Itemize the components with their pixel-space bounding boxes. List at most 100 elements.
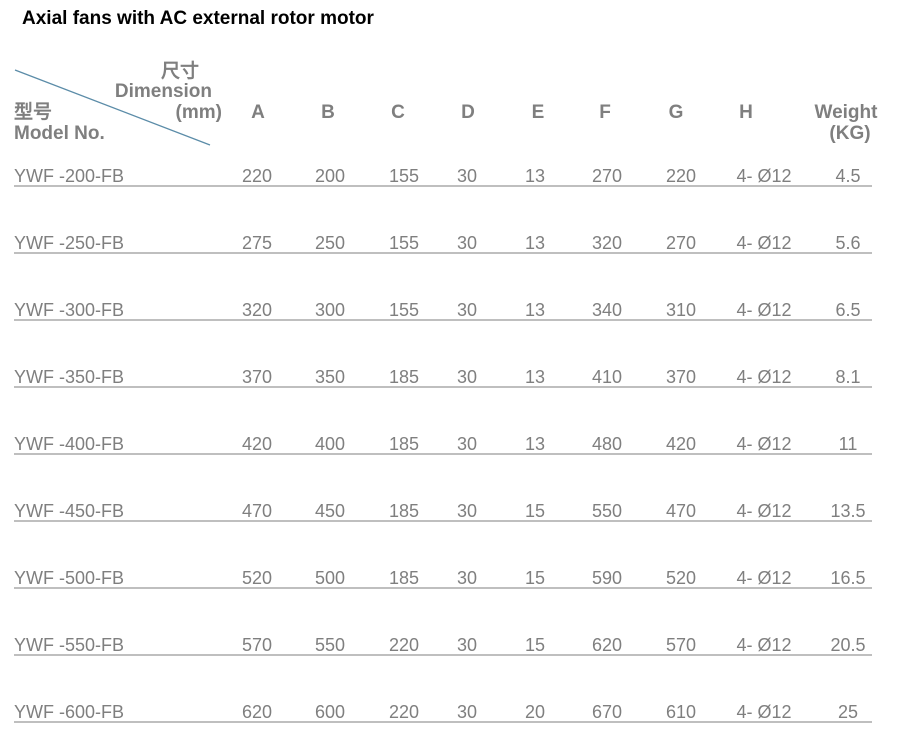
value-cell: 13	[525, 367, 545, 387]
value-cell: 30	[457, 233, 477, 253]
value-cell: 300	[315, 300, 345, 320]
value-cell: 520	[666, 568, 696, 588]
value-cell: 4- Ø12	[736, 233, 791, 253]
value-cell: 13	[525, 434, 545, 454]
value-cell: 15	[525, 501, 545, 521]
value-cell: 30	[457, 568, 477, 588]
value-cell: 220	[666, 166, 696, 186]
value-cell: 30	[457, 367, 477, 387]
value-cell: 320	[242, 300, 272, 320]
model-cell: YWF -400-FB	[14, 434, 124, 454]
value-cell: 30	[457, 501, 477, 521]
value-cell: 610	[666, 702, 696, 722]
value-cell: 370	[666, 367, 696, 387]
value-cell: 250	[315, 233, 345, 253]
value-cell: 20	[525, 702, 545, 722]
value-cell: 570	[666, 635, 696, 655]
value-cell: 4- Ø12	[736, 434, 791, 454]
value-cell: 4- Ø12	[736, 568, 791, 588]
value-cell: 13	[525, 233, 545, 253]
value-cell: 185	[389, 501, 419, 521]
value-cell: 30	[457, 166, 477, 186]
value-cell: 155	[389, 233, 419, 253]
value-cell: 310	[666, 300, 696, 320]
dimension: Dimension	[115, 81, 212, 102]
column-header: D	[461, 102, 475, 123]
value-cell: 185	[389, 434, 419, 454]
value-cell: 670	[592, 702, 622, 722]
value-cell: 340	[592, 300, 622, 320]
value-cell: 4- Ø12	[736, 501, 791, 521]
value-cell: 320	[592, 233, 622, 253]
column-header: H	[739, 102, 753, 123]
value-cell: 450	[315, 501, 345, 521]
model: Model No.	[14, 123, 105, 144]
model-cell: YWF -450-FB	[14, 501, 124, 521]
model-cn: 型号	[14, 100, 52, 123]
value-cell: 185	[389, 568, 419, 588]
model-cell: YWF -600-FB	[14, 702, 124, 722]
value-cell: 470	[242, 501, 272, 521]
value-cell: 270	[592, 166, 622, 186]
value-cell: 370	[242, 367, 272, 387]
value-cell: 4- Ø12	[736, 300, 791, 320]
value-cell: 200	[315, 166, 345, 186]
value-cell: 5.6	[835, 233, 860, 253]
title: Axial fans with AC external rotor motor	[22, 8, 375, 29]
value-cell: 4- Ø12	[736, 635, 791, 655]
value-cell: 4- Ø12	[736, 166, 791, 186]
diagonal	[14, 69, 211, 146]
value-cell: 20.5	[830, 635, 865, 655]
value-cell: 570	[242, 635, 272, 655]
column-header: C	[391, 102, 405, 123]
value-cell: 500	[315, 568, 345, 588]
value-cell: 15	[525, 568, 545, 588]
value-cell: 550	[592, 501, 622, 521]
value-cell: 13	[525, 166, 545, 186]
column-header: A	[251, 102, 265, 123]
value-cell: 220	[242, 166, 272, 186]
value-cell: 25	[838, 702, 858, 722]
value-cell: 30	[457, 635, 477, 655]
value-cell: 420	[666, 434, 696, 454]
value-cell: 6.5	[835, 300, 860, 320]
value-cell: 16.5	[830, 568, 865, 588]
value-cell: 185	[389, 367, 419, 387]
value-cell: 620	[592, 635, 622, 655]
dimension-cn: 尺寸	[161, 59, 199, 82]
value-cell: 600	[315, 702, 345, 722]
value-cell: 550	[315, 635, 345, 655]
column-header: B	[321, 102, 335, 123]
value-cell: 420	[242, 434, 272, 454]
model-cell: YWF -550-FB	[14, 635, 124, 655]
value-cell: 270	[666, 233, 696, 253]
value-cell: 620	[242, 702, 272, 722]
value-cell: 220	[389, 702, 419, 722]
value-cell: 11	[839, 434, 858, 454]
model-cell: YWF -350-FB	[14, 367, 124, 387]
model-cell: YWF -200-FB	[14, 166, 124, 186]
value-cell: 155	[389, 300, 419, 320]
value-cell: 400	[315, 434, 345, 454]
value-cell: 4.5	[835, 166, 860, 186]
column-header: F	[599, 102, 611, 123]
value-cell: 275	[242, 233, 272, 253]
column-header: G	[669, 102, 684, 123]
value-cell: 13	[525, 300, 545, 320]
value-cell: 520	[242, 568, 272, 588]
column-header: E	[532, 102, 545, 123]
value-cell: 220	[389, 635, 419, 655]
value-cell: 480	[592, 434, 622, 454]
value-cell: 410	[592, 367, 622, 387]
value-cell: 13.5	[830, 501, 865, 521]
value-cell: 30	[457, 702, 477, 722]
model-cell: YWF -300-FB	[14, 300, 124, 320]
value-cell: 15	[525, 635, 545, 655]
value-cell: 8.1	[835, 367, 860, 387]
weight-header: Weight	[815, 102, 879, 123]
value-cell: 590	[592, 568, 622, 588]
unit: (mm)	[176, 102, 222, 123]
value-cell: 470	[666, 501, 696, 521]
value-cell: 4- Ø12	[736, 702, 791, 722]
